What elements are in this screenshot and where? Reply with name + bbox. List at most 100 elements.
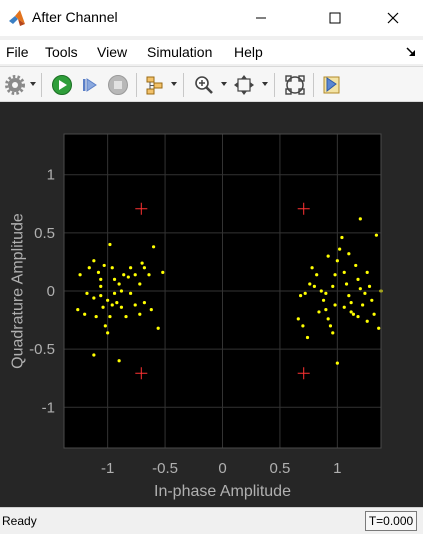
signal-point xyxy=(324,308,328,312)
status-bar: Ready T=0.000 xyxy=(0,507,423,534)
signal-point xyxy=(317,310,321,314)
x-axis-label: In-phase Amplitude xyxy=(154,483,291,500)
run-icon[interactable] xyxy=(51,74,73,96)
signal-point xyxy=(299,294,303,298)
signal-point xyxy=(372,312,376,316)
signal-point xyxy=(151,245,156,249)
y-tick-label: 0 xyxy=(47,283,55,300)
zoom-dropdown-icon[interactable] xyxy=(221,82,227,86)
dock-arrow-icon[interactable] xyxy=(405,46,417,58)
signal-point xyxy=(361,303,365,307)
reference-constellation-point xyxy=(135,367,148,380)
signal-point xyxy=(340,235,344,240)
signal-point xyxy=(92,353,96,357)
signal-point xyxy=(326,317,330,321)
signal-point xyxy=(92,296,96,300)
signal-point xyxy=(133,273,137,277)
menu-help[interactable]: Help xyxy=(234,44,263,60)
menu-file[interactable]: File xyxy=(6,44,29,60)
y-tick-label: 0.5 xyxy=(34,225,55,242)
signal-point xyxy=(342,305,346,309)
signal-point xyxy=(126,275,130,279)
fit-dropdown-icon[interactable] xyxy=(262,82,268,86)
signal-point xyxy=(333,273,337,277)
signal-point xyxy=(328,324,333,328)
signal-point xyxy=(112,291,117,295)
x-tick-label: -1 xyxy=(101,460,114,477)
signal-point xyxy=(101,305,105,309)
constellation-plot[interactable]: -1 -0.5 0 0.5 1 1 0.5 0 -0.5 -1 In-phase Amplitu… xyxy=(0,102,423,507)
signal-point xyxy=(76,308,80,312)
highlight-simulink-block-icon[interactable] xyxy=(321,74,343,96)
signal-point xyxy=(312,284,316,288)
x-tick-label: 0 xyxy=(218,460,226,477)
signal-point xyxy=(106,298,110,302)
signal-point xyxy=(305,335,310,340)
signal-point xyxy=(363,291,367,295)
minimize-button[interactable] xyxy=(238,0,284,36)
signal-point xyxy=(319,289,323,293)
constellation-view-icon[interactable] xyxy=(284,74,306,96)
signal-hierarchy-icon[interactable] xyxy=(144,74,166,96)
x-tick-label: 0.5 xyxy=(269,460,290,477)
signal-point xyxy=(308,282,312,286)
signal-point xyxy=(102,263,106,268)
signal-point xyxy=(356,277,360,281)
signal-point xyxy=(331,284,335,288)
signal-point xyxy=(108,314,112,319)
toolbar-separator xyxy=(274,73,275,97)
maximize-button[interactable] xyxy=(312,0,358,36)
axes-frame xyxy=(63,133,382,449)
close-icon xyxy=(387,12,399,24)
status-text: Ready xyxy=(2,514,37,528)
signal-point xyxy=(140,261,144,265)
menu-tools[interactable]: Tools xyxy=(45,44,78,60)
zoom-in-icon[interactable] xyxy=(193,74,215,96)
signal-point xyxy=(147,273,151,277)
toolbar-separator xyxy=(313,73,314,97)
signal-point xyxy=(321,298,326,302)
settings-gear-icon[interactable] xyxy=(4,74,26,96)
hierarchy-dropdown-icon[interactable] xyxy=(171,82,177,86)
signal-point xyxy=(301,324,305,328)
signal-point xyxy=(326,254,330,258)
signal-point xyxy=(149,308,153,312)
signal-point xyxy=(333,303,337,307)
y-axis-label: Quadrature Amplitude xyxy=(10,213,27,369)
window-title: After Channel xyxy=(32,9,118,25)
signal-point xyxy=(331,331,335,335)
menu-simulation[interactable]: Simulation xyxy=(147,44,213,60)
signal-point xyxy=(99,284,103,288)
signal-point xyxy=(108,242,112,247)
maximize-icon xyxy=(329,12,341,24)
signal-point xyxy=(335,259,339,263)
signal-point xyxy=(156,326,160,330)
signal-point xyxy=(124,314,128,319)
signal-point xyxy=(110,266,114,270)
settings-dropdown-icon[interactable] xyxy=(30,82,36,86)
simulation-time: T=0.000 xyxy=(365,511,417,531)
menu-view[interactable]: View xyxy=(97,44,128,60)
signal-point xyxy=(96,270,101,274)
menu-bar: File Tools View Simulation Help xyxy=(0,40,423,64)
signal-point xyxy=(370,298,374,302)
zoom-to-fit-icon[interactable] xyxy=(233,74,255,96)
signal-point xyxy=(94,314,98,319)
stop-icon[interactable] xyxy=(107,74,129,96)
step-forward-icon[interactable] xyxy=(79,74,101,96)
signal-point xyxy=(117,359,121,363)
signal-point xyxy=(367,284,372,288)
signal-point xyxy=(377,326,381,330)
x-tick-label: 1 xyxy=(333,460,341,477)
signal-point xyxy=(112,277,117,281)
signal-point xyxy=(99,277,103,281)
signal-point xyxy=(92,259,96,263)
signal-point xyxy=(358,217,362,221)
signal-point xyxy=(142,301,146,305)
signal-point xyxy=(103,324,107,328)
toolbar-separator xyxy=(183,73,184,97)
signal-point xyxy=(335,361,339,365)
close-button[interactable] xyxy=(370,0,416,36)
signal-point xyxy=(342,270,346,274)
signal-point xyxy=(106,331,110,335)
